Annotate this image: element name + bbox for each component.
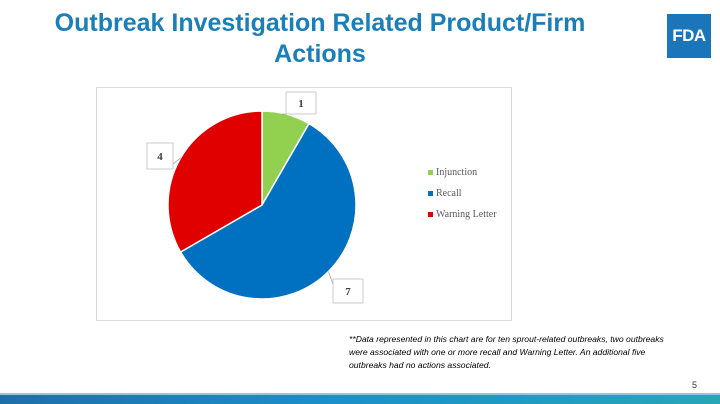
fda-logo: FDA — [667, 14, 711, 58]
legend-swatch-injunction — [428, 170, 433, 175]
pie-chart-svg: 1 7 4 Injunction Recall Warning Letter — [146, 91, 497, 304]
page-number: 5 — [692, 380, 698, 390]
bottom-bar-highlight — [0, 393, 720, 395]
pie-slice-recall — [179, 122, 357, 300]
data-label-recall: 7 — [345, 286, 351, 298]
data-label-box-warning-letter — [146, 142, 174, 170]
data-label-box-injunction — [285, 91, 317, 115]
slide-title-line1: Outbreak Investigation Related Product/F… — [54, 9, 586, 37]
data-label-box-recall — [332, 278, 364, 304]
slide-title-line2: Actions — [274, 40, 366, 68]
data-label-injunction: 1 — [298, 98, 304, 110]
data-label-warning-letter: 4 — [157, 151, 163, 163]
pie-chart: 1 7 4 Injunction Recall Warning Letter — [96, 87, 512, 321]
slide-title: Outbreak Investigation Related Product/F… — [0, 8, 640, 70]
legend-swatch-warning-letter — [428, 212, 433, 217]
data-label-leader-warning-letter — [172, 157, 181, 165]
legend-label-warning-letter: Warning Letter — [436, 209, 497, 220]
bottom-bar — [0, 395, 720, 404]
legend-swatch-recall — [428, 191, 433, 196]
legend-label-injunction: Injunction — [436, 167, 477, 178]
legend-label-recall: Recall — [436, 188, 462, 199]
footnote: **Data represented in this chart are for… — [349, 334, 664, 370]
fda-logo-text: FDA — [672, 26, 706, 45]
pie-slice-warning-letter — [167, 110, 263, 254]
